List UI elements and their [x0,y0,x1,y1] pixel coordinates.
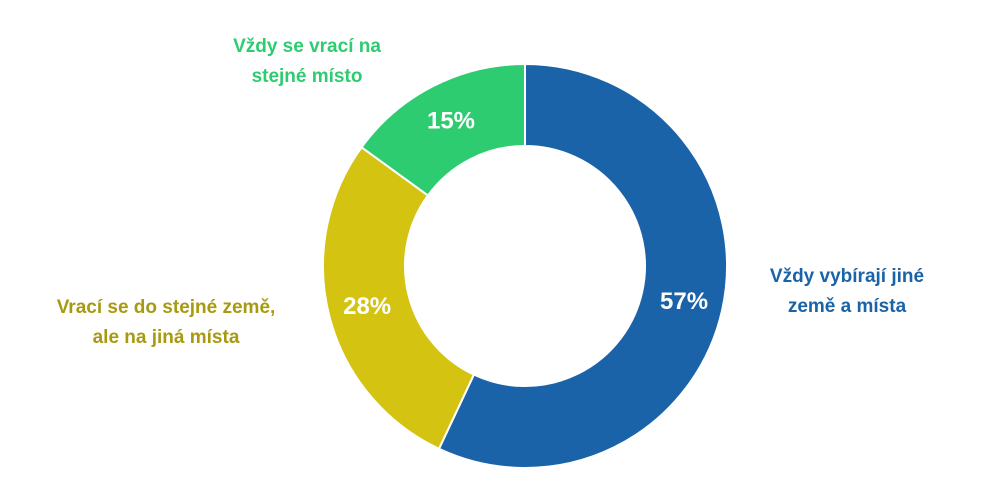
category-label-1-line-2: země a místa [788,296,907,317]
category-label-1-line-1: Vždy vybírají jiné [770,266,924,287]
value-label-2: 28% [343,293,391,320]
donut-slice-2 [322,145,476,451]
category-label-2-line-2: ale na jiná místa [93,327,240,348]
category-label-1: Vždy vybírají jiné země a místa [770,266,924,317]
donut-slice-3 [360,62,526,197]
category-label-2-line-1: Vrací se do stejné země, [57,297,276,318]
category-label-3: Vždy se vrací na stejné místo [233,36,381,87]
category-label-3-line-2: stejné místo [252,66,363,87]
category-label-2: Vrací se do stejné země, ale na jiná míst… [57,297,276,348]
donut-slice-1 [437,62,728,469]
donut-slices [322,62,728,469]
value-label-3: 15% [427,107,475,134]
category-label-3-line-1: Vždy se vrací na [233,36,381,57]
value-label-1: 57% [660,288,708,315]
category-labels: Vždy vybírají jiné země a místa Vrací se d… [57,36,924,348]
value-labels: 57% 28% 15% [343,107,708,320]
